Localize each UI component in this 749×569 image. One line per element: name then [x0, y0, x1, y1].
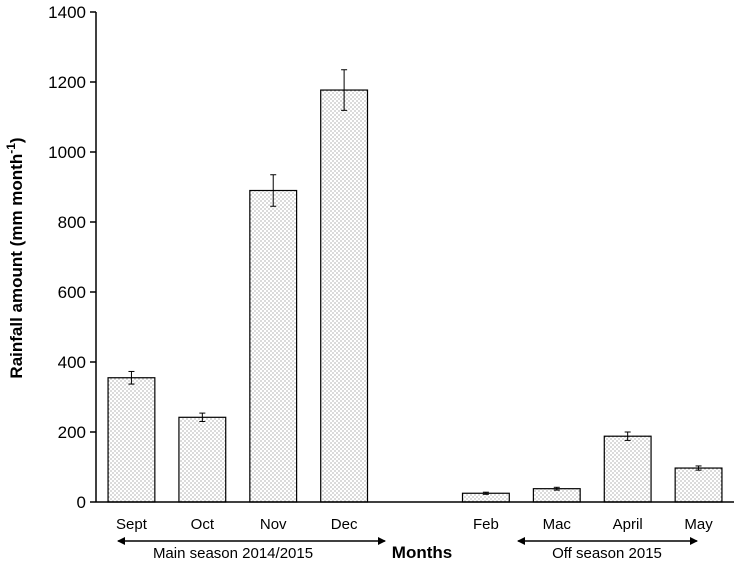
y-tick-label: 400 — [58, 353, 86, 372]
bar — [674, 467, 723, 503]
y-tick-label: 1200 — [48, 73, 86, 92]
x-tick-label: April — [613, 516, 643, 533]
y-axis-title-superscript: -1 — [4, 143, 18, 154]
y-tick-label: 800 — [58, 213, 86, 232]
y-axis-ticks: 0 200 400 600 800 1000 1200 1400 — [48, 3, 96, 512]
y-axis-title: Rainfall amount (mm month-1) — [4, 137, 26, 378]
bar — [320, 89, 369, 503]
bar — [178, 416, 227, 503]
x-tick-label: May — [684, 516, 713, 533]
bar — [532, 488, 581, 503]
y-tick-label: 200 — [58, 423, 86, 442]
y-tick-label: 600 — [58, 283, 86, 302]
x-tick-label: Nov — [260, 516, 287, 533]
x-tick-label: Mac — [543, 516, 572, 533]
x-tick-label: Sept — [116, 516, 148, 533]
error-bar — [624, 431, 631, 441]
bar — [249, 189, 298, 503]
y-tick-label: 1400 — [48, 3, 86, 22]
error-bars-group — [128, 69, 702, 495]
error-bar — [482, 491, 489, 495]
error-bar — [128, 370, 135, 385]
x-axis-title: Months — [392, 543, 452, 562]
error-bar — [553, 486, 560, 491]
main-season-label: Main season 2014/2015 — [153, 545, 313, 562]
bar — [603, 435, 652, 503]
error-bar — [270, 174, 277, 207]
error-bar — [341, 69, 348, 111]
error-bar — [199, 412, 206, 422]
y-axis-title-end: ) — [7, 137, 26, 143]
x-tick-label: Dec — [331, 516, 358, 533]
bars-group — [107, 89, 723, 503]
bar — [107, 377, 156, 503]
off-season-label: Off season 2015 — [552, 545, 662, 562]
x-tick-label: Feb — [473, 516, 499, 533]
x-axis-tick-labels: Sept Oct Nov Dec Feb Mac April May — [116, 516, 713, 533]
y-axis-title-main: Rainfall amount (mm month — [7, 154, 26, 379]
y-tick-label: 1000 — [48, 143, 86, 162]
x-tick-label: Oct — [191, 516, 215, 533]
y-tick-label: 0 — [77, 493, 86, 512]
error-bar — [695, 465, 702, 471]
